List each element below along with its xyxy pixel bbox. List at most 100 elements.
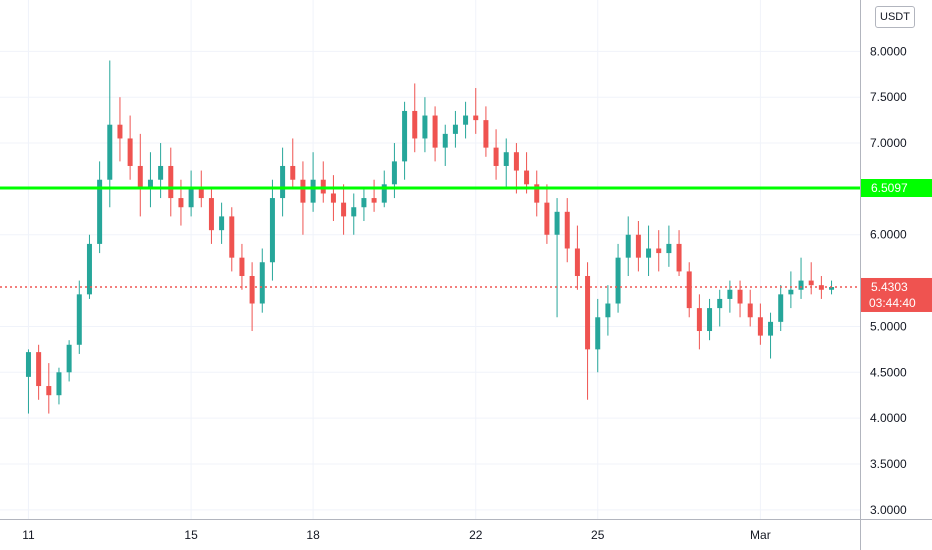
price-tick-label: 7.0000: [870, 136, 907, 150]
candle: [574, 225, 580, 290]
candle-body: [463, 115, 469, 125]
candle: [463, 101, 469, 139]
candle: [707, 298, 713, 341]
candle-body: [310, 179, 316, 203]
candle: [808, 262, 814, 295]
candle: [147, 152, 153, 208]
candle: [229, 207, 235, 272]
candle-body: [727, 289, 733, 299]
candle-body: [188, 188, 194, 208]
candle-body: [432, 115, 438, 148]
candle: [158, 143, 164, 199]
candle-body: [341, 202, 347, 217]
candle: [107, 60, 113, 208]
candle-body: [168, 165, 174, 199]
candle: [534, 170, 540, 217]
candle-body: [666, 243, 672, 254]
candle-body: [503, 152, 509, 166]
candle: [391, 143, 397, 199]
candle-body: [97, 179, 103, 244]
candle-body: [554, 211, 560, 235]
candle-body: [76, 294, 82, 345]
candle-body: [137, 165, 143, 189]
candle: [76, 280, 82, 354]
candle-body: [473, 115, 479, 121]
candle: [625, 216, 631, 277]
time-axis-labels: 11 15 18 22 25 Mar: [22, 528, 770, 542]
candle-body: [483, 120, 489, 148]
candle-body: [595, 317, 601, 350]
candle: [696, 294, 702, 350]
candle-body: [249, 276, 255, 304]
candle-body: [788, 289, 794, 295]
candle-body: [717, 298, 723, 309]
currency-badge[interactable]: USDT: [875, 6, 915, 28]
candle: [676, 230, 682, 277]
candle-body: [798, 280, 804, 290]
candle: [513, 143, 519, 194]
candle-body: [574, 248, 580, 277]
candle: [747, 289, 753, 327]
candle-body: [635, 234, 641, 258]
candle: [666, 225, 672, 267]
candle: [564, 198, 570, 263]
candle: [56, 367, 62, 405]
candle-body: [229, 216, 235, 258]
candle: [259, 248, 265, 313]
candle: [422, 97, 428, 153]
candle-body: [107, 124, 113, 180]
candle: [300, 161, 306, 235]
candle: [503, 138, 509, 189]
candle: [361, 188, 367, 221]
candle-body: [178, 198, 184, 208]
candle-body: [381, 184, 387, 203]
candle-body: [768, 321, 774, 336]
candle-body: [747, 303, 753, 318]
candle-body: [524, 170, 530, 185]
time-tick-label: 25: [591, 528, 605, 542]
candle: [168, 147, 174, 217]
price-tick-label: 7.5000: [870, 90, 907, 104]
candle: [137, 133, 143, 217]
candle-body: [371, 198, 377, 203]
candle: [768, 312, 774, 359]
candle-body: [402, 110, 408, 162]
candle: [646, 225, 652, 277]
price-tick-label: 4.0000: [870, 411, 907, 425]
candle: [117, 97, 123, 162]
last-price-label: 5.4303 03:44:40: [861, 277, 932, 312]
price-axis-labels: 3.0000 3.5000 4.0000 4.5000 5.0000 6.0000 6.50…: [870, 44, 907, 516]
time-tick-label: 11: [22, 528, 35, 542]
candle: [66, 340, 72, 382]
candle: [402, 101, 408, 180]
candle: [737, 280, 743, 318]
candle: [188, 170, 194, 217]
candles: [25, 60, 835, 414]
price-tick-label: 6.0000: [870, 228, 907, 242]
candle: [757, 303, 763, 345]
candle-body: [422, 115, 428, 139]
candle-body: [757, 317, 763, 336]
candle: [717, 289, 723, 327]
time-tick-label: 18: [306, 528, 320, 542]
candle: [788, 271, 794, 309]
candle: [46, 363, 52, 414]
candle: [473, 88, 479, 134]
candle: [635, 220, 641, 272]
candle-body: [625, 234, 631, 258]
candle-body: [66, 344, 72, 373]
last-price-value: 5.4303: [871, 280, 908, 294]
candle: [219, 202, 225, 244]
candle-body: [707, 308, 713, 332]
candle-body: [493, 147, 499, 166]
candle: [341, 184, 347, 235]
candle: [432, 106, 438, 162]
candle-body: [391, 161, 397, 185]
candle: [36, 344, 42, 400]
candle-body: [158, 165, 164, 180]
candle-body: [25, 352, 31, 377]
candle-body: [442, 133, 448, 148]
candle: [412, 83, 418, 153]
